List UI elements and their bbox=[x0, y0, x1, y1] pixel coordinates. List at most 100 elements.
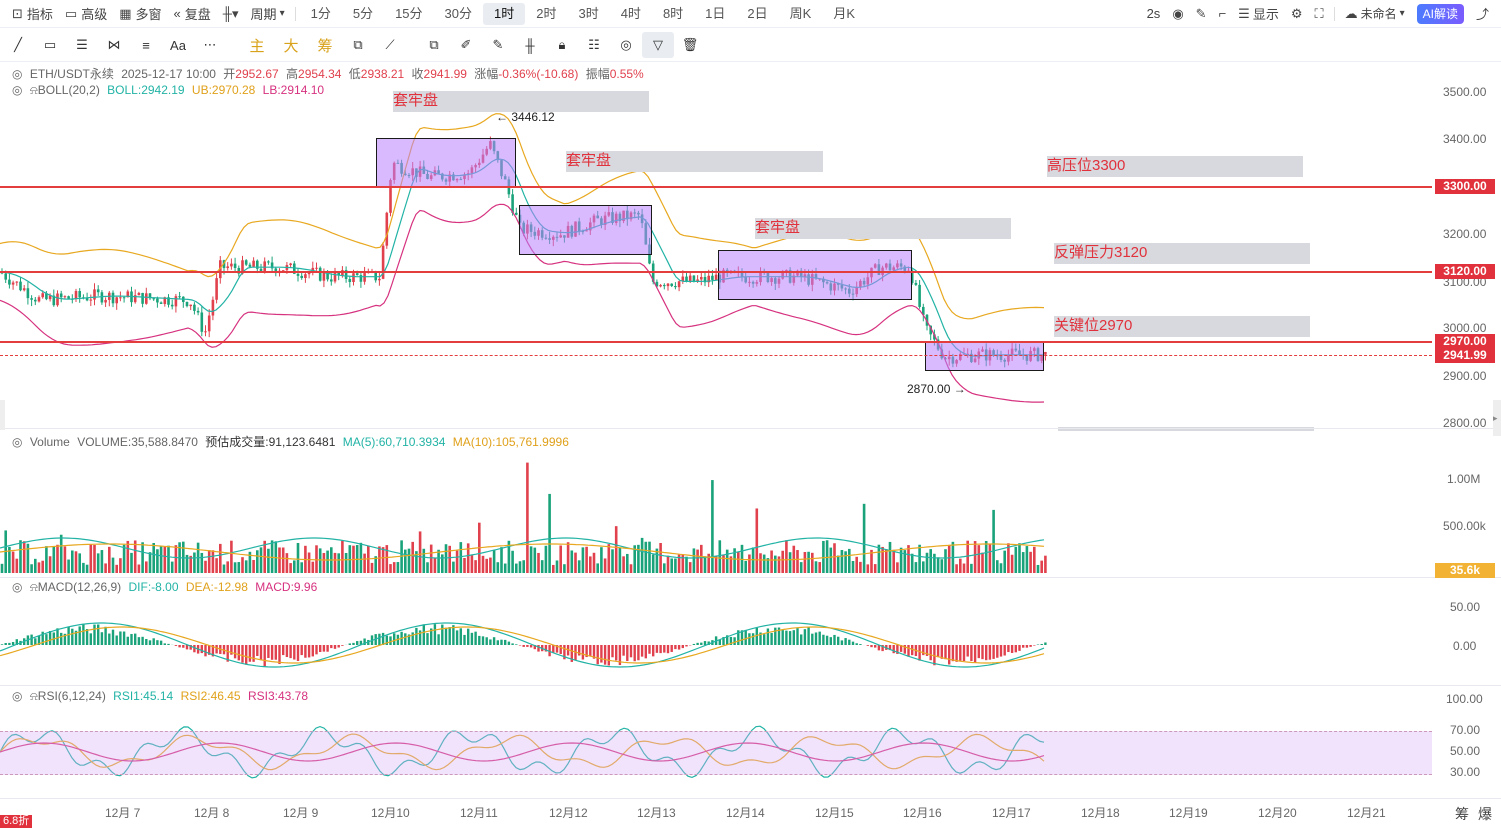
candles-icon[interactable]: ╫ bbox=[525, 37, 535, 53]
volume-bar bbox=[577, 560, 581, 573]
interval-tab[interactable]: 2时 bbox=[536, 5, 557, 21]
bell-icon[interactable]: ⍾ bbox=[29, 83, 38, 97]
volume-bar bbox=[759, 553, 762, 573]
ai-interpret-button[interactable]: AI解读 bbox=[1416, 3, 1464, 24]
fullscreen-icon[interactable]: ⛶ bbox=[1314, 5, 1324, 21]
filter-icon[interactable]: ▽ bbox=[642, 32, 674, 58]
big-chip[interactable]: 大 bbox=[283, 37, 299, 55]
rectangle-icon[interactable]: ▭ bbox=[43, 37, 57, 52]
eye-icon[interactable]: ◎ bbox=[12, 580, 23, 594]
zone-box[interactable] bbox=[925, 342, 1044, 371]
more-icon[interactable]: ⋯ bbox=[203, 37, 217, 52]
layout-name-dropdown[interactable]: ☁ 未命名 ▾ bbox=[1344, 5, 1405, 22]
interval-tab[interactable]: 1日 bbox=[705, 5, 726, 21]
interval-tab[interactable]: 周K bbox=[789, 5, 812, 21]
volume-bar bbox=[492, 549, 496, 573]
volume-bar bbox=[133, 540, 137, 573]
macd-bar bbox=[496, 640, 499, 645]
level-line-2970[interactable] bbox=[0, 341, 1432, 343]
refresh-rate[interactable]: 2s bbox=[1146, 6, 1161, 21]
eye-icon[interactable]: ◎ bbox=[12, 435, 23, 449]
interval-tab[interactable]: 3时 bbox=[578, 5, 599, 21]
bell-icon[interactable]: ⍾ bbox=[29, 580, 38, 594]
candle-body bbox=[296, 273, 300, 276]
interval-tab[interactable]: 5分 bbox=[352, 5, 374, 21]
trash-icon[interactable]: 🗑︎ bbox=[681, 37, 699, 52]
parallel-lines-icon[interactable]: ☰ bbox=[76, 37, 88, 52]
zone-box[interactable] bbox=[376, 138, 516, 187]
display-button[interactable]: ☰ 显示 bbox=[1238, 5, 1279, 23]
candle-body bbox=[215, 278, 218, 300]
fib-icon[interactable]: ≡ bbox=[142, 37, 150, 53]
candle-body bbox=[48, 295, 52, 300]
eye-icon[interactable]: ◎ bbox=[12, 83, 23, 97]
date-label: 12月21 bbox=[1347, 806, 1386, 820]
volume-bar bbox=[940, 559, 944, 573]
candle-body bbox=[34, 299, 37, 302]
level-line-3300[interactable] bbox=[0, 186, 1432, 188]
eraser-icon[interactable]: ✎ bbox=[492, 37, 504, 52]
level-line-3120[interactable] bbox=[0, 271, 1432, 273]
interval-tab[interactable]: 8时 bbox=[662, 5, 684, 21]
replay-button[interactable]: «复盘 bbox=[173, 6, 211, 22]
volume-bar bbox=[788, 552, 792, 573]
measure-icon[interactable]: ⟋ bbox=[385, 37, 395, 52]
multiwindow-button[interactable]: ▦ 多窗 bbox=[119, 5, 162, 23]
main-chip[interactable]: 主 bbox=[249, 37, 265, 55]
liquidation-toggle[interactable]: 爆 bbox=[1478, 806, 1492, 822]
interval-tab[interactable]: 30分 bbox=[444, 5, 472, 21]
eye-icon[interactable]: ◎ bbox=[12, 689, 23, 703]
text-icon[interactable]: Aa bbox=[170, 37, 186, 53]
pattern-icon[interactable]: ⋈ bbox=[107, 37, 121, 52]
eye-icon[interactable]: ◎ bbox=[12, 67, 23, 81]
macd-bar bbox=[911, 645, 914, 656]
interval-tab[interactable]: 月K bbox=[833, 5, 855, 21]
settings-icon[interactable]: ⚙ bbox=[1290, 5, 1303, 21]
volume-bar bbox=[56, 544, 59, 573]
trendline-icon[interactable]: ╱ bbox=[14, 37, 22, 52]
collapse-left-icon[interactable] bbox=[0, 400, 5, 430]
pane-separator[interactable] bbox=[0, 685, 1501, 686]
advanced-button[interactable]: ▭ 高级 bbox=[64, 5, 108, 23]
zone-box[interactable] bbox=[519, 205, 652, 255]
macd-bar bbox=[855, 643, 858, 645]
template-icon[interactable]: ☷ bbox=[588, 37, 600, 52]
pane-separator[interactable] bbox=[0, 428, 1501, 429]
volume-bar bbox=[278, 547, 281, 573]
camera-icon[interactable]: ◉ bbox=[1172, 5, 1184, 21]
volume-bar bbox=[984, 541, 988, 573]
magnet-icon[interactable]: ⧉ bbox=[353, 37, 363, 52]
interval-tab[interactable]: 2日 bbox=[747, 5, 768, 21]
macd-bar bbox=[737, 630, 740, 645]
pencil-icon[interactable]: ✎ bbox=[1195, 5, 1207, 21]
interval-tab[interactable]: 15分 bbox=[395, 5, 423, 21]
zone-label: 套牢盘 bbox=[393, 92, 439, 109]
chips-toggle[interactable]: 筹 bbox=[1455, 806, 1469, 822]
pane-separator[interactable] bbox=[0, 577, 1501, 578]
macd-bar bbox=[948, 645, 951, 665]
lock-icon[interactable]: 🔒︎ bbox=[558, 37, 566, 52]
share-icon[interactable]: ⤴ bbox=[1475, 7, 1489, 22]
chart-type-button[interactable]: ╫▾ bbox=[217, 3, 245, 25]
indicators-button[interactable]: ⊡ 指标 bbox=[12, 5, 53, 23]
interval-tab[interactable]: 1分 bbox=[310, 5, 331, 21]
crop-icon[interactable]: ⌐ bbox=[1218, 6, 1227, 21]
brush-icon[interactable]: ✐ bbox=[460, 37, 472, 52]
zone-box[interactable] bbox=[718, 250, 912, 300]
visibility-icon[interactable]: ◎ bbox=[620, 37, 632, 52]
volume-bar bbox=[85, 564, 89, 573]
copy-icon[interactable]: ⧉ bbox=[429, 37, 439, 52]
discount-badge[interactable]: 6.8折 bbox=[0, 815, 33, 828]
volume-bar bbox=[814, 561, 818, 573]
bell-icon[interactable]: ⍾ bbox=[29, 689, 38, 703]
collapse-right-icon[interactable]: ▸ bbox=[1493, 400, 1501, 436]
interval-tab[interactable]: 4时 bbox=[620, 5, 641, 21]
chips-chip[interactable]: 筹 bbox=[317, 37, 333, 55]
volume-bar bbox=[633, 545, 636, 573]
volume-bar bbox=[126, 540, 130, 573]
macd-bar bbox=[781, 630, 784, 645]
period-dropdown[interactable]: 周期 ▾ bbox=[250, 7, 285, 22]
volume-bar bbox=[204, 560, 207, 573]
candle-body bbox=[52, 295, 56, 306]
interval-tab[interactable]: 1时 bbox=[483, 2, 526, 25]
